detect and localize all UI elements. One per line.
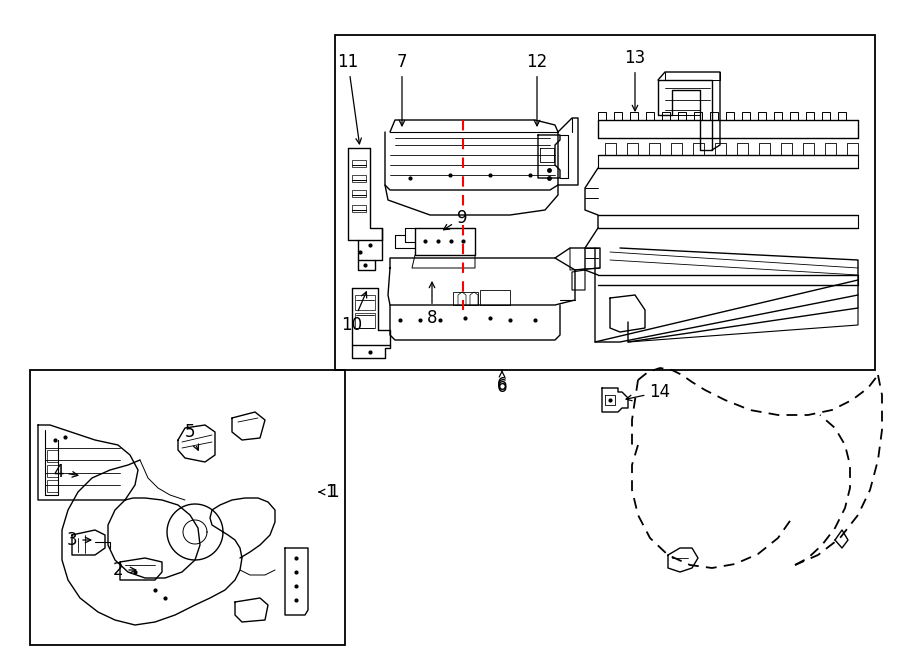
- Bar: [355, 295, 375, 310]
- Text: 6: 6: [497, 378, 508, 396]
- Bar: [30, 370, 345, 645]
- Text: 1: 1: [328, 483, 338, 501]
- Bar: [352, 190, 366, 197]
- Text: 14: 14: [626, 383, 670, 401]
- Bar: [453, 292, 478, 305]
- Bar: [480, 290, 510, 305]
- Text: 6: 6: [497, 370, 508, 394]
- Bar: [352, 205, 366, 212]
- Text: 11: 11: [338, 53, 362, 144]
- Text: 9: 9: [444, 209, 467, 230]
- Bar: [352, 175, 366, 182]
- Bar: [355, 313, 375, 328]
- Bar: [47, 465, 58, 477]
- Text: 2: 2: [112, 561, 136, 579]
- Text: 1: 1: [319, 483, 336, 501]
- Text: 4: 4: [53, 463, 78, 481]
- Text: 12: 12: [526, 53, 547, 126]
- Bar: [47, 480, 58, 492]
- Text: 5: 5: [184, 423, 199, 450]
- Text: 8: 8: [427, 282, 437, 327]
- Bar: [47, 450, 58, 462]
- Text: 3: 3: [67, 531, 91, 549]
- Bar: [352, 160, 366, 167]
- Text: 7: 7: [397, 53, 407, 126]
- Text: 13: 13: [625, 49, 645, 111]
- Bar: [335, 35, 875, 370]
- Text: 10: 10: [341, 292, 366, 334]
